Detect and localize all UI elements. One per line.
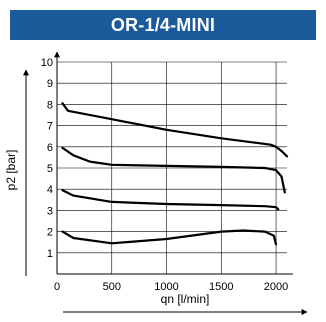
axes <box>23 51 308 315</box>
series-line-1 <box>61 102 289 158</box>
series-line-3 <box>61 189 280 211</box>
y-tick-label: 4 <box>47 184 53 196</box>
x-axis-label: qn [l/min] <box>161 292 210 306</box>
y-tick-label: 10 <box>41 57 53 69</box>
y-tick-label: 6 <box>47 142 53 154</box>
x-tick-label: 500 <box>103 281 121 293</box>
y-tick-label: 9 <box>47 78 53 90</box>
x-tick-label: 1000 <box>154 281 178 293</box>
series <box>61 102 289 246</box>
x-tick-label: 1500 <box>209 281 233 293</box>
x-tick-label: 0 <box>54 281 60 293</box>
y-tick-label: 3 <box>47 205 53 217</box>
series-line-2 <box>61 146 286 194</box>
y-axis-label: p2 [bar] <box>4 150 18 191</box>
y-tick-label: 8 <box>47 99 53 111</box>
y-tick-label: 2 <box>47 227 53 239</box>
y-tick-label: 1 <box>47 248 53 260</box>
y-tick-label: 5 <box>47 163 53 175</box>
series-line-4 <box>61 229 278 246</box>
tick-labels: 1 2 3 4 5 6 7 8 9 10 0 500 1000 1500 2000 <box>41 57 289 293</box>
x-tick-label: 2000 <box>264 281 288 293</box>
y-tick-label: 7 <box>47 121 53 133</box>
chart-title: OR-1/4-MINI <box>10 10 316 40</box>
